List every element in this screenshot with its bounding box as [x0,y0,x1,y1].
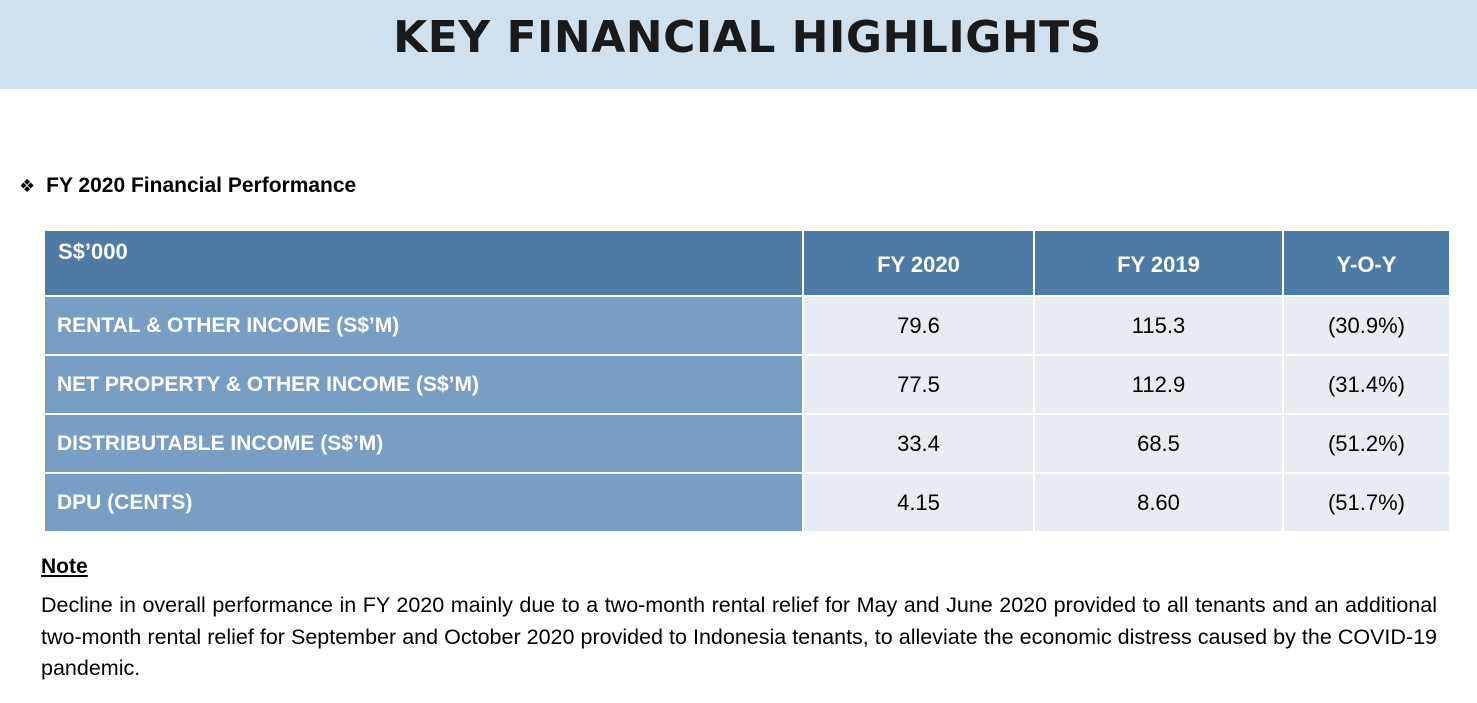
cell-fy2020: 4.15 [802,472,1035,533]
column-header-fy2019: FY 2019 [1033,229,1284,297]
cell-fy2020: 79.6 [802,295,1035,356]
diamond-bullet-icon: ❖ [19,176,36,196]
column-header-yoy: Y-O-Y [1282,229,1451,297]
cell-fy2020: 77.5 [802,354,1035,415]
cell-yoy: (31.4%) [1282,354,1451,415]
cell-yoy: (30.9%) [1282,295,1451,356]
cell-fy2019: 68.5 [1033,413,1284,474]
cell-fy2019: 115.3 [1033,295,1284,356]
table-row: DISTRIBUTABLE INCOME (S$’M) 33.4 68.5 (5… [43,413,1451,474]
table-row: RENTAL & OTHER INCOME (S$’M) 79.6 115.3 … [43,295,1451,356]
table-row: NET PROPERTY & OTHER INCOME (S$’M) 77.5 … [43,354,1451,415]
cell-fy2020: 33.4 [802,413,1035,474]
title-bar: KEY FINANCIAL HIGHLIGHTS [0,0,1477,89]
row-label: DPU (CENTS) [43,472,804,533]
row-label: RENTAL & OTHER INCOME (S$’M) [43,295,804,356]
section-heading: ❖ FY 2020 Financial Performance [19,174,356,198]
cell-yoy: (51.2%) [1282,413,1451,474]
row-label: DISTRIBUTABLE INCOME (S$’M) [43,413,804,474]
cell-fy2019: 112.9 [1033,354,1284,415]
cell-yoy: (51.7%) [1282,472,1451,533]
cell-fy2019: 8.60 [1033,472,1284,533]
section-heading-text: FY 2020 Financial Performance [46,174,357,197]
table-header-row: S$’000 FY 2020 FY 2019 Y-O-Y [43,229,1451,297]
column-header-units: S$’000 [43,229,804,297]
page-title: KEY FINANCIAL HIGHLIGHTS [393,12,1102,63]
financial-table: S$’000 FY 2020 FY 2019 Y-O-Y RENTAL & OT… [43,229,1451,533]
note-text: Decline in overall performance in FY 202… [41,593,1437,680]
row-label: NET PROPERTY & OTHER INCOME (S$’M) [43,354,804,415]
column-header-fy2020: FY 2020 [802,229,1035,297]
note-title: Note [41,555,88,578]
table-row: DPU (CENTS) 4.15 8.60 (51.7%) [43,472,1451,533]
